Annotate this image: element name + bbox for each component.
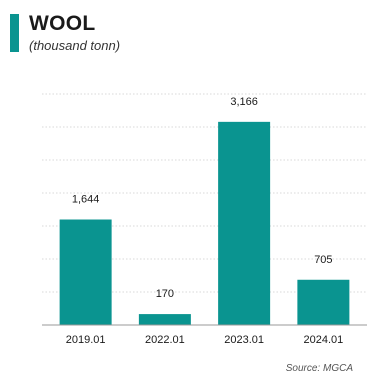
tick-label: 2024.01	[303, 334, 343, 346]
x-tick-labels: 2019.01 2022.01 2023.01 2024.01	[66, 334, 344, 346]
value-label: 170	[156, 288, 174, 300]
bar-2023.01	[218, 121, 271, 326]
value-label: 705	[314, 254, 332, 266]
value-label: 3,166	[230, 96, 258, 108]
chart-title: WOOL	[29, 12, 96, 35]
title-accent-bar	[10, 14, 19, 52]
chart-subtitle: (thousand tonn)	[29, 38, 121, 53]
bar-2024.01	[297, 279, 350, 325]
source-note: Source: MGCA	[285, 363, 353, 374]
tick-label: 2023.01	[224, 334, 264, 346]
tick-label: 2022.01	[145, 334, 185, 346]
bars	[59, 121, 350, 326]
value-labels: 1,644 170 3,166 705	[72, 96, 333, 300]
value-label: 1,644	[72, 194, 100, 206]
bar-2019.01	[59, 219, 112, 325]
bar-2022.01	[138, 314, 191, 325]
tick-label: 2019.01	[66, 334, 106, 346]
